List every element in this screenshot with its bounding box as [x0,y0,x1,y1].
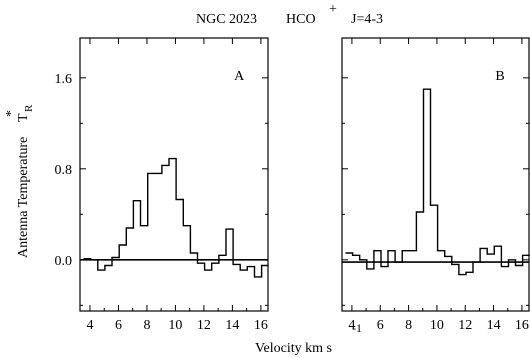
y-tick-label: 1.6 [55,72,73,87]
x-tick-label: 10 [430,318,444,333]
x-tick-label: 4 [348,318,355,333]
title-object: NGC 2023 [196,12,257,27]
x-tick-label: 6 [115,318,122,333]
y-axis-label-symbol: T [16,113,31,122]
title-charge: + [329,2,337,17]
panel-b: 4 6 8 10 12 14 16 B [341,37,530,333]
panel-label: B [495,69,504,84]
x-tick-label: 16 [515,318,529,333]
y-axis-label: Antenna Temperature T R * [4,104,35,258]
x-tick-label: 14 [225,318,239,333]
y-tick-label: 0.8 [55,163,73,178]
x-tick-label: 12 [197,318,211,333]
plot-frame [79,37,269,312]
spectrum-line [83,157,269,278]
spectrum-line [345,88,530,276]
y-axis-label-text: Antenna Temperature [16,137,31,258]
x-tick-label: 8 [143,318,150,333]
x-tick-label: 10 [168,318,182,333]
x-tick-label: 14 [487,318,501,333]
x-tick-label: 4 [86,318,93,333]
panel-label: A [234,69,245,84]
figure-title: NGC 2023 HCO + J=4-3 [196,2,383,27]
plot-frame [341,37,530,312]
x-axis-label-superscript: -1 [352,321,362,335]
x-tick-label: 16 [254,318,268,333]
x-tick-label: 8 [405,318,412,333]
title-molecule: HCO [286,12,316,27]
x-axis-label-text: Velocity km s [255,341,332,356]
x-tick-label: 6 [377,318,384,333]
x-axis-label: Velocity km s -1 [255,321,362,356]
y-axis-label-subscript: R [23,104,35,112]
y-axis-label-superscript: * [4,110,19,117]
x-tick-label: 12 [458,318,472,333]
panel-a: 4 6 8 10 12 14 16 0.0 0.8 1.6 A [55,37,269,333]
y-tick-label: 0.0 [55,254,73,269]
title-transition: J=4-3 [351,12,383,27]
